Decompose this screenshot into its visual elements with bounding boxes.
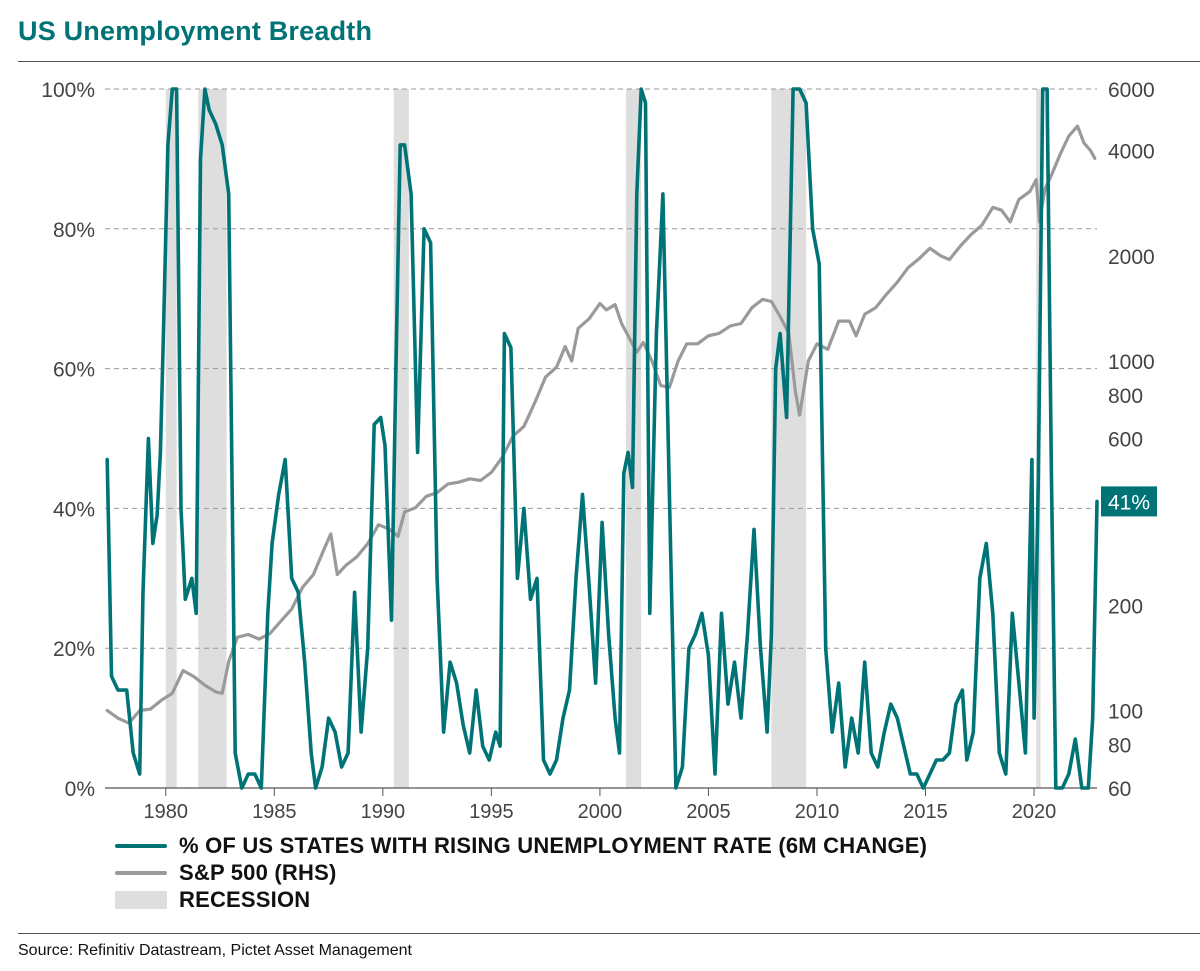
y-left-tick-label: 100%: [41, 79, 95, 102]
y-right-tick-label: 600: [1108, 429, 1143, 452]
y-right-tick-label: 800: [1108, 385, 1143, 408]
y-right-tick-label: 200: [1108, 595, 1143, 618]
y-right-tick-label: 100: [1108, 700, 1143, 723]
x-tick-label: 2000: [578, 801, 623, 823]
source-note: Source: Refinitiv Datastream, Pictet Ass…: [18, 942, 412, 959]
value-labels: 41%: [1101, 486, 1157, 517]
legend-label-sp500: S&P 500 (RHS): [179, 859, 337, 885]
recession-band-4: [771, 89, 807, 788]
y-right-tick-label: 60: [1108, 778, 1131, 801]
x-tick-label: 1995: [469, 801, 514, 823]
x-tick-label: 1985: [252, 801, 297, 823]
x-tick-label: 1980: [144, 801, 189, 823]
y-right-tick-label: 1000: [1108, 351, 1155, 374]
x-tick-label: 2005: [686, 801, 731, 823]
legend-label-recession: RECESSION: [179, 886, 311, 912]
y-right-tick-label: 80: [1108, 734, 1131, 757]
y-right-tick-label: 2000: [1108, 246, 1155, 269]
y-left-tick-label: 80%: [53, 219, 95, 242]
legend-swatch-states: [115, 843, 167, 848]
series-line-states: [105, 87, 1099, 790]
chart-title: US Unemployment Breadth: [18, 16, 373, 46]
bottom-rule: [18, 933, 1200, 934]
y-left-tick-label: 20%: [53, 638, 95, 661]
y-left-tick-label: 0%: [65, 778, 95, 801]
x-tick-label: 2010: [795, 801, 840, 823]
legend-swatch-sp500: [115, 870, 167, 875]
legend-item-states: % OF US STATES WITH RISING UNEMPLOYMENT …: [115, 832, 927, 859]
recession-bands: [165, 89, 1041, 788]
y-left-tick-label: 40%: [53, 498, 95, 521]
y-right-tick-label: 4000: [1108, 141, 1155, 164]
recession-band-0: [165, 89, 177, 788]
recession-band-1: [198, 89, 227, 788]
x-tick-label: 2020: [1012, 801, 1057, 823]
x-tick-label: 2015: [903, 801, 948, 823]
x-tick-label: 1990: [361, 801, 406, 823]
last-value-badge: [1101, 486, 1157, 517]
gridlines: [105, 88, 1097, 789]
axis-ticks: 0% 20% 40% 60% 80% 100% 60 80 100 200 600 800 1000 20…: [41, 79, 1154, 823]
legend-swatch-recession: [115, 890, 167, 909]
top-rule: [18, 61, 1200, 62]
legend-label-states: % OF US STATES WITH RISING UNEMPLOYMENT …: [179, 832, 928, 858]
y-left-tick-label: 60%: [53, 359, 95, 382]
series-lines: [105, 87, 1099, 790]
last-value-label: 41%: [1108, 491, 1150, 514]
series-line-sp500: [105, 124, 1097, 725]
legend: % OF US STATES WITH RISING UNEMPLOYMENT …: [115, 832, 927, 913]
legend-item-recession: RECESSION: [115, 886, 927, 913]
legend-item-sp500: S&P 500 (RHS): [115, 859, 927, 886]
chart-area: 0% 20% 40% 60% 80% 100% 60 80 100 200 600 800 1000 20…: [41, 79, 1157, 823]
y-right-tick-label: 6000: [1108, 79, 1155, 102]
